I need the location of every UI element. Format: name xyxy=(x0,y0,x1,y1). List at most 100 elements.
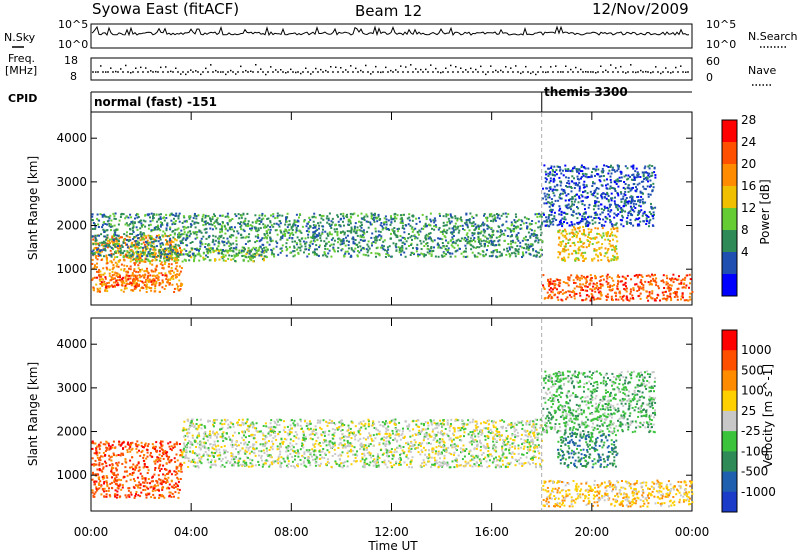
range-gate-cell xyxy=(248,233,250,235)
range-gate-cell xyxy=(340,249,342,251)
range-gate-cell xyxy=(401,217,403,219)
nave-point xyxy=(210,64,212,66)
range-gate-cell xyxy=(148,478,150,480)
nave-point xyxy=(195,70,197,72)
range-gate-cell xyxy=(267,242,269,244)
nave-point xyxy=(360,70,362,72)
range-gate-cell xyxy=(468,242,470,244)
range-gate-cell xyxy=(102,229,104,231)
range-gate-cell xyxy=(474,241,476,243)
range-gate-cell xyxy=(509,256,511,258)
range-gate-cell xyxy=(127,278,129,280)
range-gate-cell xyxy=(454,256,456,258)
range-gate-cell xyxy=(565,238,567,240)
range-gate-cell xyxy=(612,288,614,290)
range-gate-cell xyxy=(417,237,419,239)
nave-point xyxy=(510,67,512,69)
range-gate-cell xyxy=(201,218,203,220)
range-gate-cell xyxy=(631,200,633,202)
range-gate-cell xyxy=(331,244,333,246)
range-gate-cell xyxy=(273,223,275,225)
range-gate-cell xyxy=(557,292,559,294)
range-gate-cell xyxy=(314,240,316,242)
range-gate-cell xyxy=(166,259,168,261)
nave-point xyxy=(505,66,507,68)
power-ylabel: Slant Range [km] xyxy=(26,156,40,260)
range-gate-cell xyxy=(560,232,562,234)
range-gate-cell xyxy=(337,231,339,233)
range-gate-cell xyxy=(302,226,304,228)
range-gate-cell xyxy=(644,281,646,283)
range-gate-cell xyxy=(472,252,474,254)
range-gate-cell xyxy=(158,497,160,499)
range-gate-cell xyxy=(594,191,596,193)
range-gate-cell xyxy=(269,237,271,239)
range-gate-cell xyxy=(554,283,556,285)
range-gate-cell xyxy=(137,214,139,216)
range-gate-cell xyxy=(344,253,346,255)
range-gate-cell xyxy=(156,221,158,223)
nave-point xyxy=(145,67,147,69)
nave-point xyxy=(480,66,482,68)
range-gate-cell xyxy=(422,228,424,230)
range-gate-cell xyxy=(120,216,122,218)
range-gate-cell xyxy=(508,253,510,255)
range-gate-cell xyxy=(343,240,345,242)
range-gate-cell xyxy=(347,235,349,237)
range-gate-cell xyxy=(177,285,179,287)
range-gate-cell xyxy=(380,231,382,233)
range-gate-cell xyxy=(539,256,541,258)
range-gate-cell xyxy=(109,261,111,263)
range-gate-cell xyxy=(143,277,145,279)
range-gate-cell xyxy=(322,254,324,256)
range-gate-cell xyxy=(147,472,149,474)
range-gate-cell xyxy=(594,175,596,177)
range-gate-cell xyxy=(382,229,384,231)
nave-point xyxy=(650,72,652,74)
range-gate-cell xyxy=(685,285,687,287)
range-gate-cell xyxy=(620,180,622,182)
range-gate-cell xyxy=(636,290,638,292)
range-gate-cell xyxy=(549,182,551,184)
nave-point xyxy=(260,68,262,70)
range-gate-cell xyxy=(593,205,595,207)
range-gate-cell xyxy=(115,455,117,457)
range-gate-cell xyxy=(431,240,433,242)
range-gate-cell xyxy=(529,224,531,226)
range-gate-cell xyxy=(142,489,144,491)
range-gate-cell xyxy=(119,495,121,497)
range-gate-cell xyxy=(314,231,316,233)
range-gate-cell xyxy=(227,213,229,215)
range-gate-cell xyxy=(92,243,94,245)
nave-point xyxy=(485,74,487,76)
range-gate-cell xyxy=(200,255,202,257)
range-gate-cell xyxy=(442,231,444,233)
range-gate-cell xyxy=(574,201,576,203)
range-gate-cell xyxy=(406,240,408,242)
range-gate-cell xyxy=(103,214,105,216)
range-gate-cell xyxy=(634,200,636,202)
range-gate-cell xyxy=(483,224,485,226)
range-gate-cell xyxy=(430,220,432,222)
range-gate-cell xyxy=(223,241,225,243)
range-gate-cell xyxy=(178,245,180,247)
range-gate-cell xyxy=(445,248,447,250)
range-gate-cell xyxy=(102,267,104,269)
range-gate-cell xyxy=(287,226,289,228)
range-gate-cell xyxy=(416,247,418,249)
range-gate-cell xyxy=(518,253,520,255)
range-gate-cell xyxy=(324,248,326,250)
range-gate-cell xyxy=(233,251,235,253)
range-gate-cell xyxy=(151,242,153,244)
range-gate-cell xyxy=(606,281,608,283)
range-gate-cell xyxy=(277,213,279,215)
range-gate-cell xyxy=(587,168,589,170)
range-gate-cell xyxy=(223,260,225,262)
range-gate-cell xyxy=(169,257,171,259)
range-gate-cell xyxy=(615,299,617,301)
range-gate-cell xyxy=(266,249,268,251)
range-gate-cell xyxy=(100,249,102,251)
range-gate-cell xyxy=(609,285,611,287)
range-gate-cell xyxy=(498,244,500,246)
range-gate-cell xyxy=(118,454,120,456)
